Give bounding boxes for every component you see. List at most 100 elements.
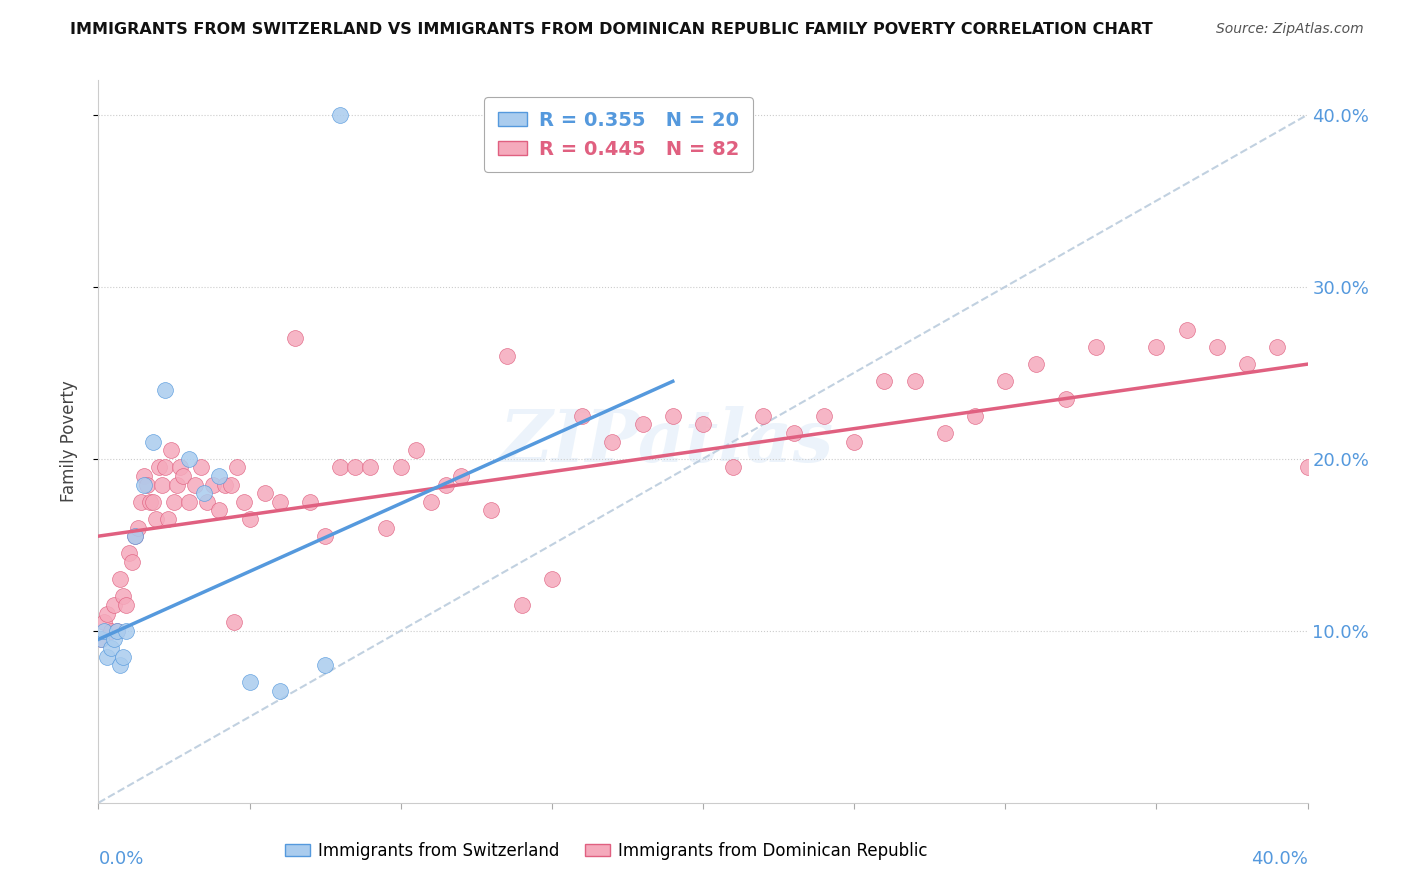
Point [232, 494, 254, 508]
Point [994, 375, 1017, 389]
Point [132, 469, 155, 483]
Point [420, 494, 443, 508]
Point [114, 624, 136, 638]
Point [195, 494, 218, 508]
Point [844, 434, 866, 449]
Point [190, 460, 212, 475]
Point [132, 477, 155, 491]
Point [148, 460, 170, 475]
Text: ZIPatlas: ZIPatlas [499, 406, 834, 477]
Point [135, 477, 157, 491]
Point [1054, 392, 1077, 406]
Point [253, 486, 276, 500]
Point [510, 598, 533, 612]
Point [239, 512, 262, 526]
Point [239, 675, 262, 690]
Point [142, 434, 165, 449]
Point [329, 108, 352, 122]
Text: 40.0%: 40.0% [1251, 850, 1308, 868]
Point [153, 383, 176, 397]
Point [145, 512, 167, 526]
Point [723, 460, 745, 475]
Point [166, 477, 188, 491]
Point [208, 469, 231, 483]
Point [105, 624, 128, 638]
Point [481, 503, 503, 517]
Point [540, 572, 562, 586]
Point [100, 640, 122, 655]
Point [184, 477, 207, 491]
Point [193, 486, 215, 500]
Text: Source: ZipAtlas.com: Source: ZipAtlas.com [1216, 22, 1364, 37]
Point [96, 649, 118, 664]
Point [1175, 323, 1198, 337]
Point [450, 469, 472, 483]
Point [172, 469, 194, 483]
Point [360, 460, 382, 475]
Point [118, 546, 141, 560]
Point [153, 460, 176, 475]
Point [103, 598, 125, 612]
Point [344, 460, 367, 475]
Point [1144, 340, 1167, 354]
Point [169, 460, 191, 475]
Point [495, 349, 517, 363]
Point [965, 409, 987, 423]
Point [631, 417, 654, 432]
Point [224, 615, 246, 630]
Point [752, 409, 775, 423]
Point [124, 529, 146, 543]
Point [1296, 460, 1319, 475]
Point [139, 494, 162, 508]
Point [314, 529, 336, 543]
Point [111, 590, 134, 604]
Point [93, 615, 115, 630]
Point [121, 555, 143, 569]
Point [299, 494, 322, 508]
Point [100, 624, 122, 638]
Point [1024, 357, 1046, 371]
Point [1267, 340, 1289, 354]
Point [269, 494, 291, 508]
Point [90, 632, 112, 647]
Point [571, 409, 593, 423]
Point [226, 460, 249, 475]
Point [405, 443, 427, 458]
Text: IMMIGRANTS FROM SWITZERLAND VS IMMIGRANTS FROM DOMINICAN REPUBLIC FAMILY POVERTY: IMMIGRANTS FROM SWITZERLAND VS IMMIGRANT… [70, 22, 1153, 37]
Point [163, 494, 186, 508]
Point [150, 477, 173, 491]
Point [221, 477, 243, 491]
Point [96, 607, 118, 621]
Point [269, 684, 291, 698]
Point [389, 460, 412, 475]
Point [129, 494, 152, 508]
Point [156, 512, 179, 526]
Point [284, 331, 307, 345]
Point [1236, 357, 1258, 371]
Point [127, 520, 149, 534]
Point [208, 503, 231, 517]
Point [873, 375, 896, 389]
Point [202, 477, 225, 491]
Point [434, 477, 457, 491]
Point [142, 494, 165, 508]
Point [111, 649, 134, 664]
Point [602, 434, 624, 449]
Point [783, 425, 806, 440]
Text: 0.0%: 0.0% [98, 850, 143, 868]
Point [114, 598, 136, 612]
Point [374, 520, 396, 534]
Point [1085, 340, 1108, 354]
Point [904, 375, 927, 389]
Point [108, 658, 131, 673]
Point [179, 451, 201, 466]
Point [661, 409, 683, 423]
Point [1206, 340, 1229, 354]
Point [214, 477, 236, 491]
Point [329, 460, 352, 475]
Point [934, 425, 956, 440]
Point [108, 572, 131, 586]
Point [90, 632, 112, 647]
Point [692, 417, 714, 432]
Point [314, 658, 336, 673]
